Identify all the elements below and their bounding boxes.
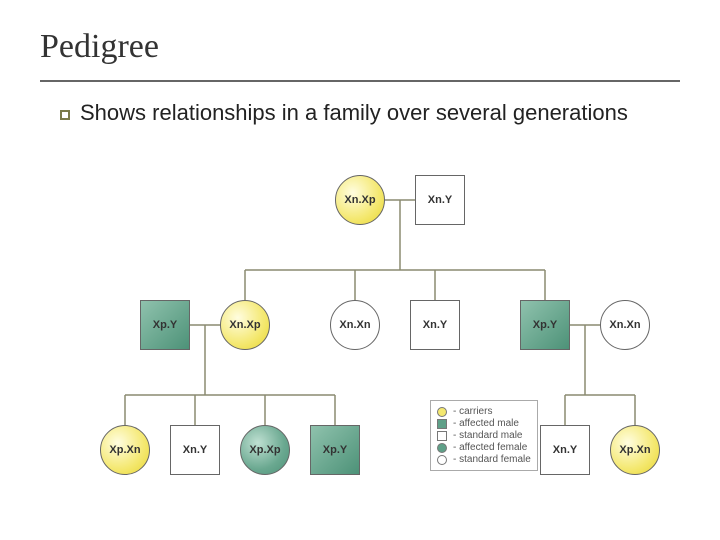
pedigree-node: Xp.Y: [520, 300, 570, 350]
pedigree-node: Xn.Y: [410, 300, 460, 350]
body-text-content: Shows relationships in a family over sev…: [80, 100, 628, 126]
pedigree-node: Xp.Xp: [240, 425, 290, 475]
legend-label: - carriers: [453, 406, 492, 417]
legend-row: - carriers: [437, 406, 531, 417]
legend-row: - affected female: [437, 442, 531, 453]
pedigree-node: Xp.Xn: [100, 425, 150, 475]
legend-label: - standard female: [453, 454, 531, 465]
pedigree-node: Xp.Y: [140, 300, 190, 350]
body-paragraph: Shows relationships in a family over sev…: [0, 82, 720, 126]
pedigree-node: Xn.Xn: [330, 300, 380, 350]
legend-row: - affected male: [437, 418, 531, 429]
pedigree-diagram: - carriers- affected male- standard male…: [120, 175, 680, 515]
pedigree-node: Xn.Xp: [220, 300, 270, 350]
pedigree-node: Xn.Xn: [600, 300, 650, 350]
pedigree-legend: - carriers- affected male- standard male…: [430, 400, 538, 471]
legend-swatch: [437, 443, 447, 453]
slide-title: Pedigree: [40, 28, 680, 66]
legend-label: - affected female: [453, 442, 527, 453]
legend-row: - standard male: [437, 430, 531, 441]
pedigree-node: Xp.Y: [310, 425, 360, 475]
legend-swatch: [437, 419, 447, 429]
legend-swatch: [437, 407, 447, 417]
legend-label: - standard male: [453, 430, 522, 441]
pedigree-node: Xn.Y: [540, 425, 590, 475]
bullet-icon: [60, 110, 70, 120]
legend-swatch: [437, 431, 447, 441]
pedigree-node: Xn.Xp: [335, 175, 385, 225]
legend-swatch: [437, 455, 447, 465]
legend-row: - standard female: [437, 454, 531, 465]
pedigree-node: Xp.Xn: [610, 425, 660, 475]
pedigree-node: Xn.Y: [415, 175, 465, 225]
pedigree-node: Xn.Y: [170, 425, 220, 475]
legend-label: - affected male: [453, 418, 519, 429]
